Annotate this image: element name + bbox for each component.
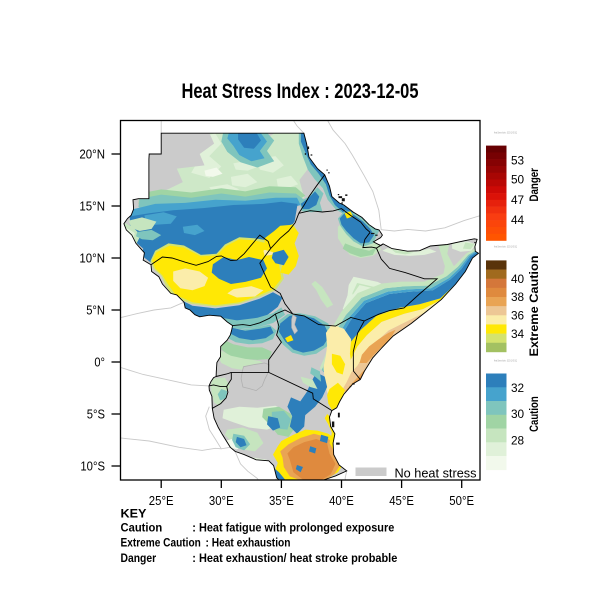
svg-text:50°E: 50°E	[449, 493, 474, 508]
svg-text:0°: 0°	[94, 355, 105, 370]
svg-text:30: 30	[511, 407, 525, 421]
svg-text:35°E: 35°E	[269, 493, 294, 508]
svg-text:: Heat fatigue with prolonged: : Heat fatigue with prolonged exposure	[192, 521, 394, 535]
svg-text:15°N: 15°N	[79, 199, 105, 214]
svg-text:Danger: Danger	[529, 168, 541, 202]
svg-text:Extreme Caution: Extreme Caution	[529, 256, 541, 357]
svg-text:Danger: Danger	[121, 551, 157, 565]
svg-text:No heat stress: No heat stress	[395, 466, 477, 481]
svg-text:53: 53	[511, 154, 525, 168]
svg-text:45°E: 45°E	[389, 493, 414, 508]
svg-text:10°S: 10°S	[80, 459, 105, 474]
svg-text:34: 34	[511, 327, 525, 341]
svg-text:44: 44	[511, 213, 525, 227]
svg-text:30°E: 30°E	[209, 493, 234, 508]
svg-text:28: 28	[511, 433, 525, 447]
svg-text:Caution: Caution	[121, 521, 163, 535]
svg-text:40°E: 40°E	[329, 493, 354, 508]
svg-text:: Heat exhaustion: : Heat exhaustion	[206, 536, 291, 550]
svg-text:Heat Stress Index : 2023-12-05: Heat Stress Index : 2023-12-05 (C)	[494, 246, 517, 249]
svg-text:10°N: 10°N	[79, 251, 105, 266]
svg-text:25°E: 25°E	[149, 493, 174, 508]
svg-text:5°S: 5°S	[87, 407, 105, 422]
svg-text:: Heat exhaustion/ heat stroke: : Heat exhaustion/ heat stroke probable	[192, 551, 397, 565]
svg-text:40: 40	[511, 272, 525, 286]
svg-text:Heat Stress Index : 2023-12-05: Heat Stress Index : 2023-12-05	[182, 80, 419, 103]
svg-text:47: 47	[511, 193, 524, 207]
svg-text:50: 50	[511, 173, 525, 187]
svg-text:36: 36	[511, 309, 525, 323]
svg-text:Extreme Caution: Extreme Caution	[121, 536, 201, 550]
svg-text:Heat Stress Index : 2023-12-05: Heat Stress Index : 2023-12-05 (C)	[494, 360, 517, 363]
svg-text:KEY: KEY	[121, 507, 147, 521]
svg-text:20°N: 20°N	[79, 147, 105, 162]
svg-text:Caution: Caution	[529, 396, 541, 432]
svg-text:38: 38	[511, 290, 525, 304]
svg-text:5°N: 5°N	[86, 303, 105, 318]
svg-text:Heat Stress Index : 2023-12-05: Heat Stress Index : 2023-12-05 (C)	[494, 132, 517, 135]
svg-text:32: 32	[511, 381, 524, 395]
